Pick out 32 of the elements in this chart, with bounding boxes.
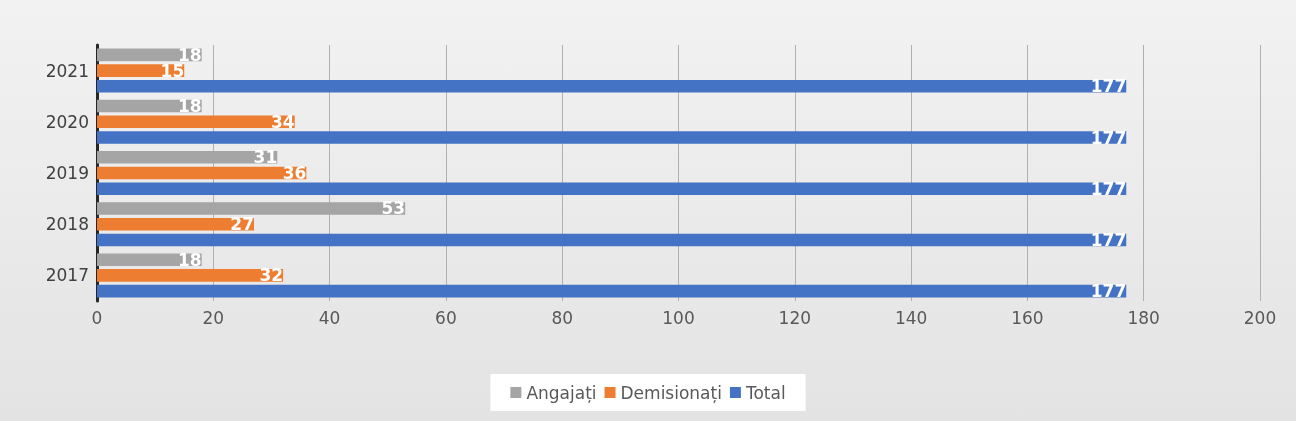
data-label: 53	[381, 198, 406, 219]
data-label: 27	[230, 214, 255, 235]
x-tick-label: 200	[1243, 307, 1277, 328]
data-label: 34	[271, 111, 295, 132]
x-tick-label: 180	[1127, 307, 1160, 328]
data-label: 177	[1090, 76, 1127, 97]
data-label: 18	[178, 96, 202, 117]
x-tick-label: 140	[894, 307, 928, 328]
legend-label: Demisionați	[620, 382, 722, 403]
data-label: 177	[1090, 229, 1127, 250]
data-label: 36	[282, 163, 307, 183]
data-label: 177	[1090, 281, 1127, 302]
y-tick-label: 2019	[45, 163, 89, 183]
legend-label: Angajați	[526, 382, 597, 403]
x-tick-label: 60	[435, 307, 457, 328]
data-label: 177	[1090, 127, 1127, 148]
data-label: 31	[253, 147, 278, 168]
y-tick-label: 2020	[45, 111, 89, 132]
data-label: 32	[259, 265, 284, 286]
x-tick-label: 80	[551, 307, 574, 328]
x-tick-label: 100	[662, 307, 695, 328]
data-label: 18	[178, 249, 202, 270]
data-label: 177	[1090, 178, 1127, 199]
y-tick-label: 2021	[45, 60, 89, 81]
x-tick-label: 20	[202, 307, 225, 328]
x-tick-label: 120	[778, 307, 812, 328]
x-tick-label: 0	[91, 307, 103, 328]
y-tick-label: 2017	[45, 265, 89, 286]
x-tick-label: 40	[318, 307, 341, 328]
y-tick-label: 2018	[45, 214, 89, 235]
x-tick-label: 160	[1011, 307, 1044, 328]
legend-label: Total	[744, 382, 786, 403]
